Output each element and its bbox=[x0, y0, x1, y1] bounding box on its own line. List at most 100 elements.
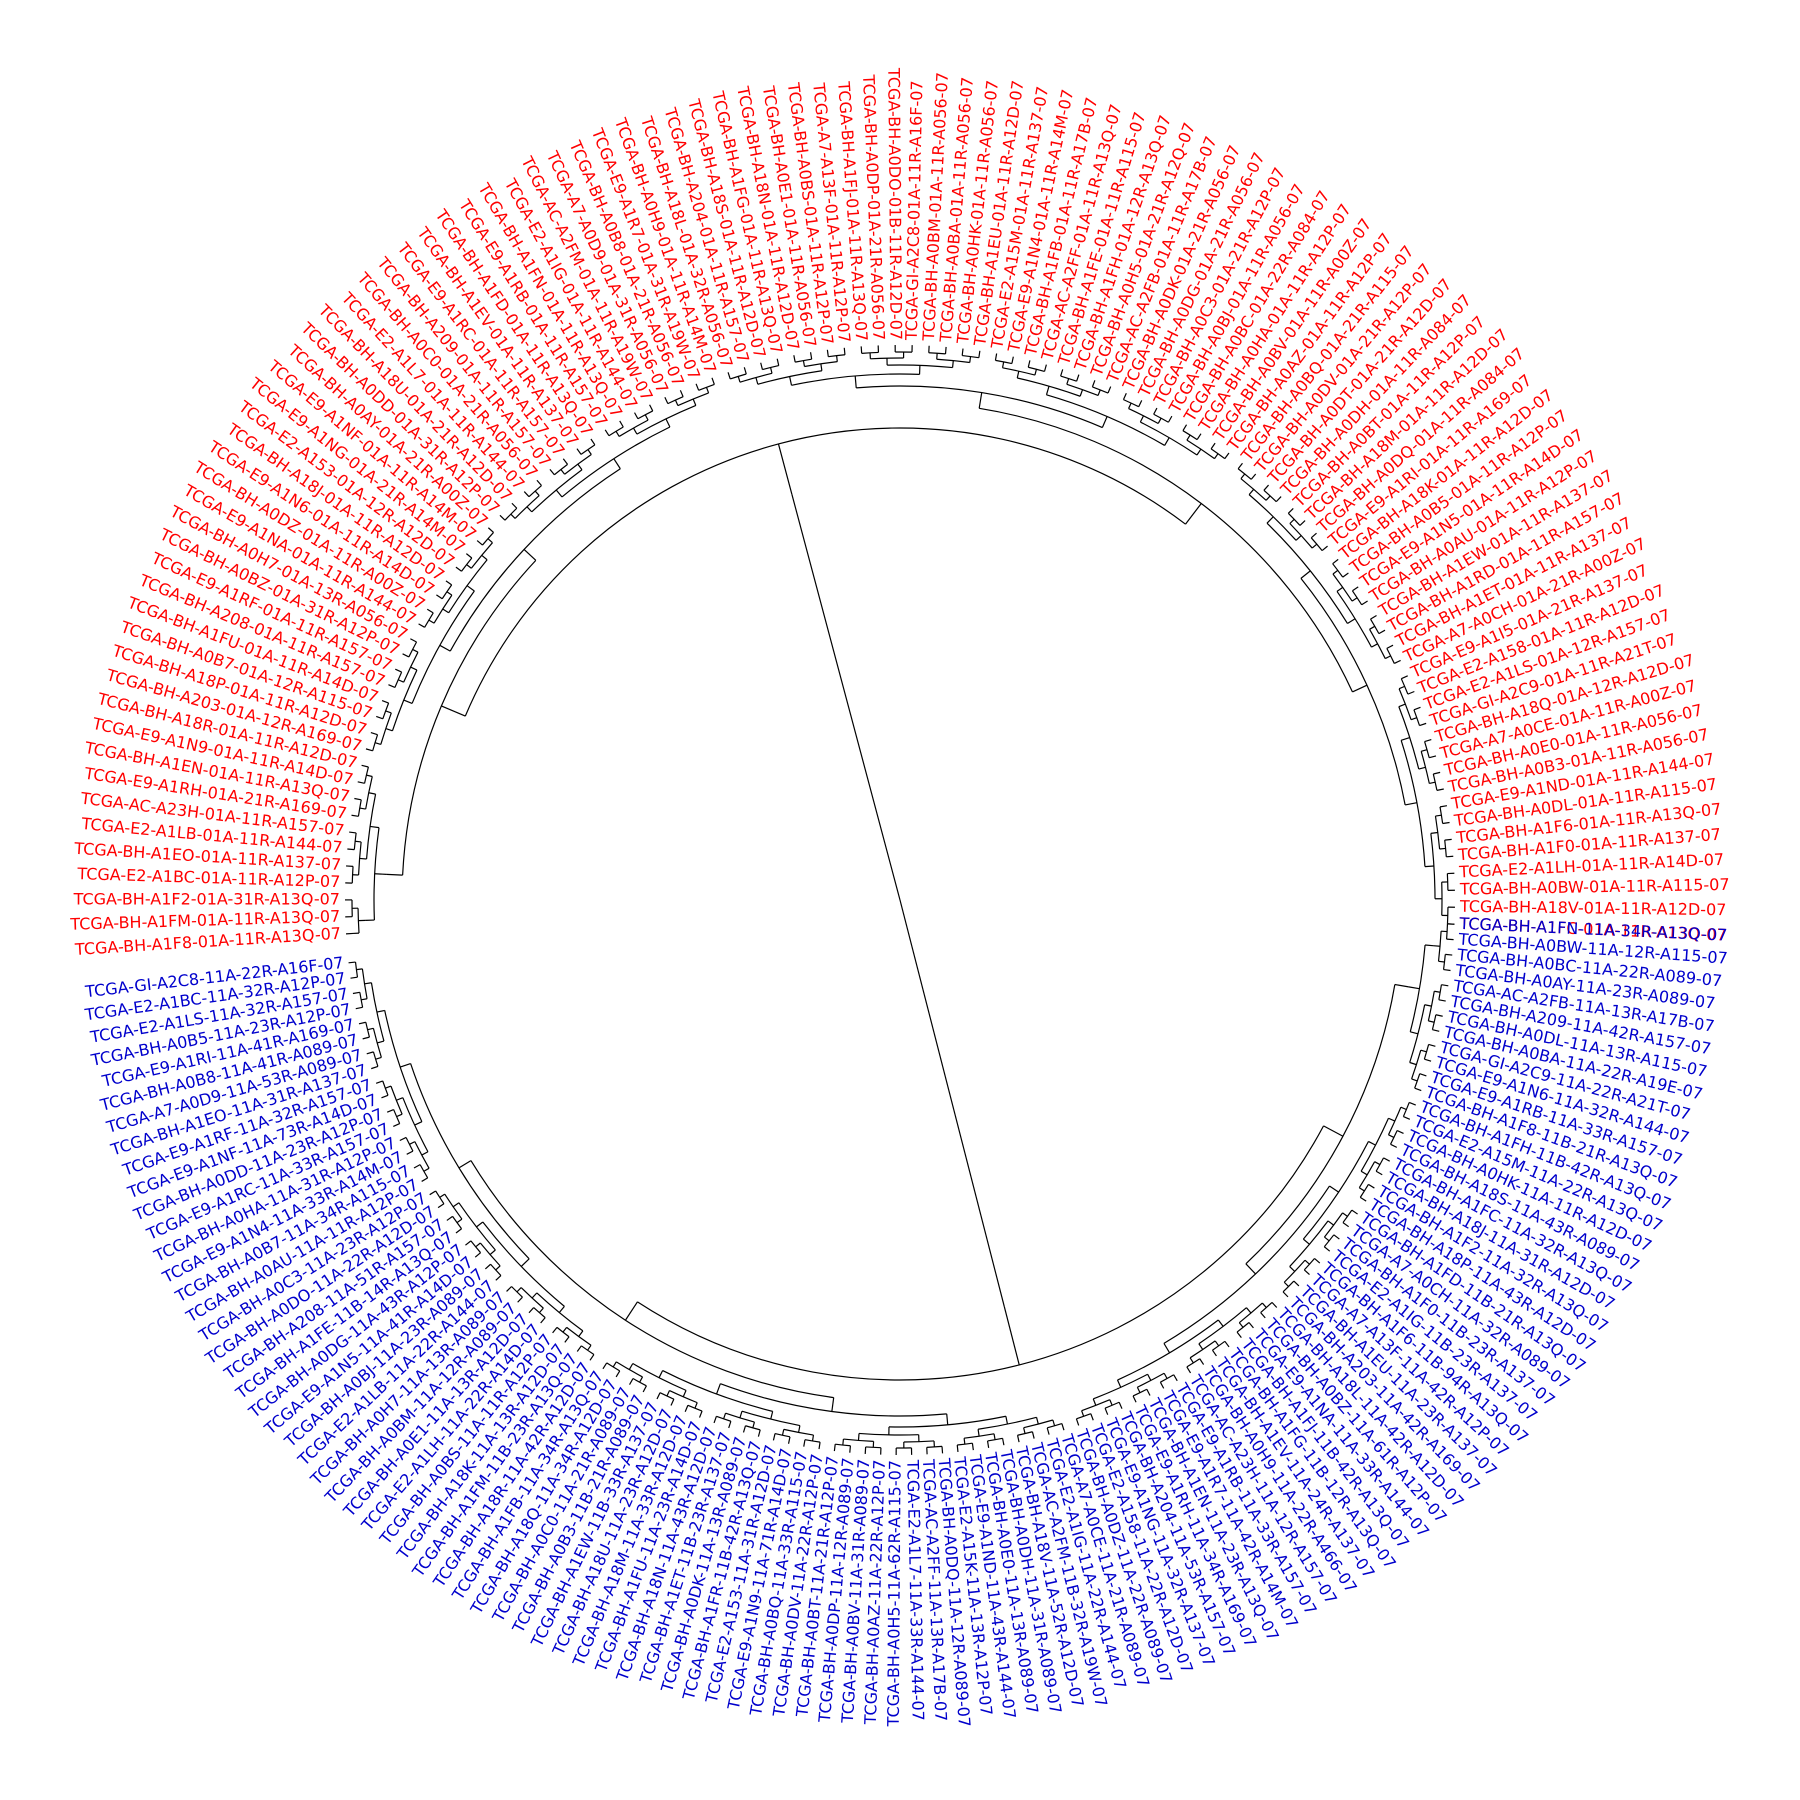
branch bbox=[658, 1370, 664, 1378]
branch bbox=[1324, 1236, 1330, 1242]
branch bbox=[403, 699, 413, 704]
branch bbox=[842, 1438, 845, 1446]
branch bbox=[1091, 380, 1096, 388]
branch bbox=[1400, 736, 1410, 741]
branch bbox=[1427, 991, 1435, 1022]
branch bbox=[1224, 452, 1230, 459]
branch bbox=[516, 1287, 522, 1293]
branch bbox=[836, 355, 838, 362]
branch bbox=[1303, 1269, 1310, 1276]
branch bbox=[1248, 488, 1255, 496]
branch bbox=[418, 623, 425, 628]
branch bbox=[1031, 1431, 1035, 1439]
branch bbox=[1107, 386, 1112, 394]
branch bbox=[826, 349, 829, 357]
branch bbox=[608, 426, 624, 437]
branch bbox=[843, 347, 846, 355]
branch bbox=[1263, 484, 1270, 491]
branch bbox=[978, 1416, 1037, 1430]
branch bbox=[1079, 389, 1084, 397]
branch bbox=[1398, 703, 1406, 708]
branch bbox=[474, 1252, 481, 1258]
branch bbox=[1138, 400, 1143, 407]
branch bbox=[634, 412, 639, 420]
branch bbox=[1446, 855, 1454, 858]
branch bbox=[1409, 1101, 1416, 1106]
branch bbox=[1034, 369, 1038, 376]
branch bbox=[725, 1412, 755, 1423]
branch bbox=[489, 1249, 496, 1256]
branch bbox=[366, 1051, 374, 1055]
branch bbox=[1075, 1418, 1080, 1426]
branch bbox=[1118, 1402, 1123, 1409]
branch bbox=[448, 559, 488, 614]
branch bbox=[348, 961, 356, 964]
branch bbox=[818, 1442, 821, 1450]
branch bbox=[1423, 1044, 1430, 1060]
branch bbox=[1076, 374, 1080, 382]
branch bbox=[402, 559, 537, 876]
branch bbox=[1196, 448, 1202, 456]
branch bbox=[423, 1167, 430, 1172]
branch bbox=[365, 1022, 371, 1038]
branch bbox=[1434, 815, 1441, 850]
branch bbox=[562, 458, 569, 465]
branch bbox=[1250, 473, 1257, 480]
branch bbox=[849, 1445, 852, 1453]
branch bbox=[752, 1421, 756, 1429]
branch bbox=[510, 513, 516, 519]
branch bbox=[1368, 1140, 1376, 1146]
branch bbox=[728, 1421, 732, 1429]
branch bbox=[590, 438, 596, 446]
branch bbox=[376, 715, 384, 720]
branch bbox=[674, 399, 679, 406]
branch bbox=[533, 1307, 546, 1319]
branch bbox=[465, 1240, 472, 1246]
branch bbox=[1378, 629, 1386, 635]
branch bbox=[1352, 586, 1359, 592]
branch bbox=[755, 377, 759, 385]
branch bbox=[1011, 356, 1014, 364]
branch bbox=[1164, 437, 1170, 446]
branch bbox=[793, 355, 796, 363]
branch bbox=[1265, 495, 1271, 501]
branch bbox=[1410, 1031, 1419, 1035]
branch bbox=[1237, 462, 1243, 470]
branch bbox=[578, 1330, 584, 1337]
branch bbox=[580, 444, 596, 455]
branch bbox=[811, 1434, 815, 1442]
branch bbox=[1419, 722, 1427, 727]
branch bbox=[368, 792, 376, 795]
branch bbox=[694, 1402, 698, 1409]
branch bbox=[637, 1125, 1325, 1381]
branch bbox=[941, 1446, 944, 1454]
branch bbox=[795, 358, 812, 363]
branch bbox=[587, 1344, 592, 1351]
branch bbox=[562, 1327, 568, 1333]
branch bbox=[1245, 1263, 1256, 1275]
branch bbox=[656, 1392, 661, 1400]
branch bbox=[1302, 1238, 1310, 1245]
branch bbox=[528, 1307, 535, 1314]
branch bbox=[555, 489, 563, 498]
branch bbox=[395, 668, 402, 673]
branch bbox=[354, 961, 359, 978]
branch bbox=[757, 370, 822, 385]
branch bbox=[1090, 1413, 1094, 1421]
branch bbox=[1146, 1388, 1151, 1396]
branch bbox=[476, 1221, 484, 1228]
branch bbox=[1023, 1419, 1054, 1429]
branch bbox=[664, 397, 669, 404]
branch bbox=[1359, 1196, 1367, 1202]
branch bbox=[804, 1439, 821, 1443]
branch bbox=[374, 873, 387, 875]
branch bbox=[361, 998, 368, 1001]
branch bbox=[350, 976, 358, 979]
branch bbox=[385, 728, 393, 732]
branch bbox=[1387, 1106, 1402, 1136]
branch bbox=[1371, 643, 1378, 648]
branch bbox=[613, 458, 621, 470]
branch bbox=[1157, 417, 1162, 424]
branch bbox=[1444, 838, 1452, 841]
branch bbox=[377, 1040, 385, 1044]
